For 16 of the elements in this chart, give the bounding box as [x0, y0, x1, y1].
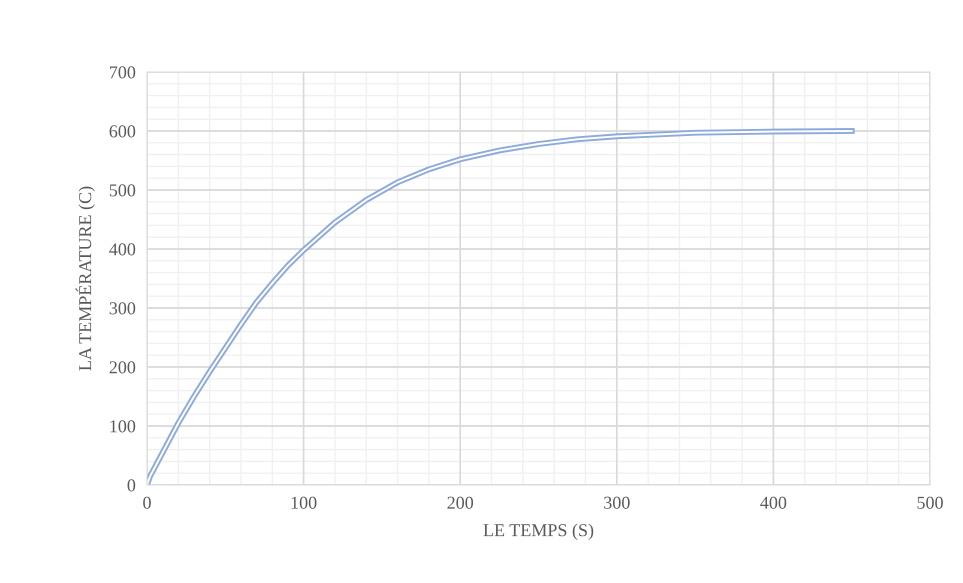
x-tick-label: 500: [918, 496, 943, 509]
x-tick-label: 200: [447, 496, 474, 509]
y-tick-label: 0: [128, 479, 136, 492]
y-tick-label: 500: [110, 184, 136, 196]
y-tick-label: 400: [109, 243, 136, 256]
y-tick-label: 100: [110, 420, 136, 432]
y-tick-label: 200: [110, 361, 136, 374]
y-tick-label: 700: [110, 66, 136, 78]
y-tick-label: 600: [110, 125, 136, 138]
x-tick-label: 400: [760, 496, 786, 509]
x-tick-label: 100: [292, 496, 316, 509]
y-axis-title: LA TEMPÉRATURE (C): [76, 186, 95, 371]
x-tick-label: 0: [143, 496, 151, 509]
x-tick-label: 300: [604, 496, 630, 509]
x-axis-title: LE TEMPS (S): [484, 524, 594, 540]
y-tick-label: 300: [110, 302, 136, 314]
